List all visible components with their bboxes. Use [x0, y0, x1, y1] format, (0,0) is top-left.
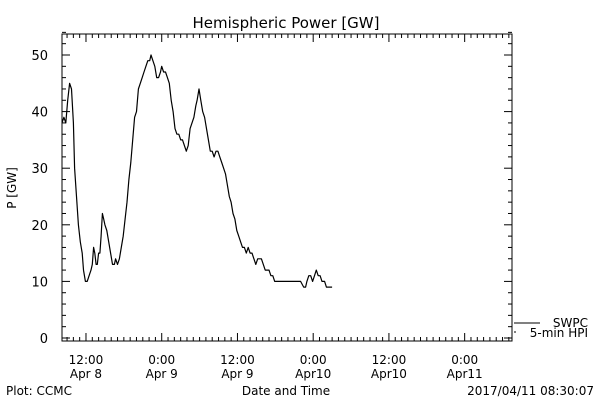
x-tick-label-time: 0:00 — [148, 353, 175, 367]
plot-frame — [61, 33, 513, 342]
y-tick-label: 20 — [31, 219, 48, 234]
x-tick-label-date: Apr11 — [447, 367, 483, 381]
x-tick-label-time: 0:00 — [300, 353, 327, 367]
legend-label-5min-hpi: 5-min HPI — [530, 326, 588, 340]
legend: SWPC 5-min HPI — [514, 316, 588, 340]
x-tick-label-time: 12:00 — [69, 353, 104, 367]
x-axis-label: Date and Time — [242, 384, 330, 398]
legend-label-swpc: SWPC — [553, 316, 588, 330]
y-tick-label: 0 — [40, 332, 48, 347]
y-tick-label: 30 — [31, 162, 48, 177]
y-tick-label: 50 — [31, 49, 48, 64]
series-line-5min-hpi — [61, 54, 333, 288]
x-tick-label-date: Apr 8 — [70, 367, 102, 381]
x-tick-label-time: 12:00 — [220, 353, 255, 367]
x-tick-label-time: 12:00 — [372, 353, 407, 367]
footer-plot-credit: Plot: CCMC — [6, 384, 72, 398]
footer-timestamp: 2017/04/11 08:30:07 — [467, 384, 594, 398]
y-tick-label: 10 — [31, 275, 48, 290]
x-tick-label-date: Apr10 — [295, 367, 331, 381]
x-tick-label-date: Apr 9 — [146, 367, 178, 381]
y-axis: 0 10 20 30 40 50 — [31, 31, 512, 347]
x-tick-label-date: Apr10 — [371, 367, 407, 381]
y-axis-label: P [GW] — [5, 167, 19, 209]
y-tick-label: 40 — [31, 106, 48, 121]
chart-title: Hemispheric Power [GW] — [193, 14, 380, 32]
x-tick-label-date: Apr 9 — [221, 367, 253, 381]
x-tick-label-time: 0:00 — [451, 353, 478, 367]
